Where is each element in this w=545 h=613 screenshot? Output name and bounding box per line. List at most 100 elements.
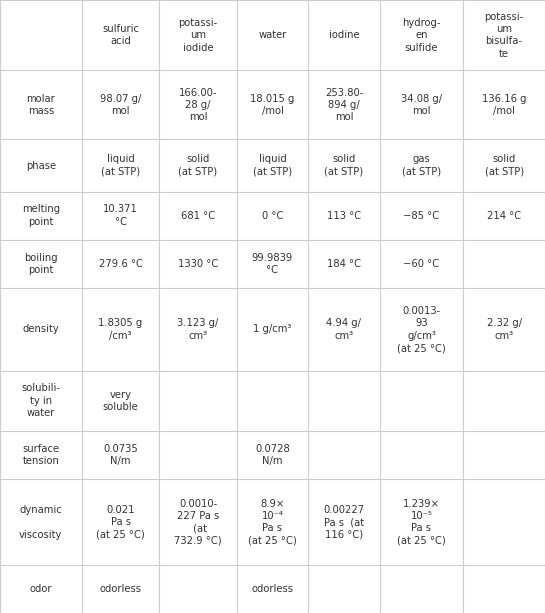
Bar [159, 140, 237, 191]
Bar [308, 479, 380, 565]
Text: 1330 °C: 1330 °C [178, 259, 218, 269]
Text: 34.08 g/
mol: 34.08 g/ mol [401, 94, 442, 116]
Text: liquid
(at STP): liquid (at STP) [101, 154, 140, 177]
Bar [380, 430, 463, 479]
Bar [82, 430, 159, 479]
Bar [159, 0, 237, 70]
Bar [0, 240, 82, 288]
Bar [380, 288, 463, 371]
Bar [380, 0, 463, 70]
Bar [237, 140, 308, 191]
Bar [463, 240, 545, 288]
Bar [82, 0, 159, 70]
Bar [0, 191, 82, 240]
Text: 136.16 g
/mol: 136.16 g /mol [482, 94, 526, 116]
Bar [380, 479, 463, 565]
Bar [237, 0, 308, 70]
Text: 166.00-
28 g/
mol: 166.00- 28 g/ mol [179, 88, 217, 123]
Bar [308, 240, 380, 288]
Text: 2.32 g/
cm³: 2.32 g/ cm³ [487, 318, 522, 341]
Bar [82, 479, 159, 565]
Text: molar
mass: molar mass [27, 94, 55, 116]
Bar [159, 240, 237, 288]
Text: 99.9839
°C: 99.9839 °C [252, 253, 293, 275]
Bar [237, 191, 308, 240]
Text: 0.0010-
227 Pa s
 (at
732.9 °C): 0.0010- 227 Pa s (at 732.9 °C) [174, 498, 222, 546]
Bar [237, 479, 308, 565]
Bar [380, 371, 463, 430]
Bar [308, 0, 380, 70]
Bar [0, 479, 82, 565]
Bar [463, 430, 545, 479]
Text: 0.0013-
93
g/cm³
(at 25 °C): 0.0013- 93 g/cm³ (at 25 °C) [397, 306, 446, 353]
Bar [237, 70, 308, 140]
Bar [380, 70, 463, 140]
Bar [237, 371, 308, 430]
Text: 113 °C: 113 °C [327, 211, 361, 221]
Bar [237, 565, 308, 613]
Bar [0, 70, 82, 140]
Bar [237, 288, 308, 371]
Text: −85 °C: −85 °C [403, 211, 439, 221]
Bar [82, 565, 159, 613]
Text: 0.0728
N/m: 0.0728 N/m [255, 444, 290, 466]
Bar [380, 565, 463, 613]
Bar [463, 70, 545, 140]
Text: solubili-
ty in
water: solubili- ty in water [21, 383, 60, 418]
Text: potassi-
um
iodide: potassi- um iodide [178, 18, 217, 53]
Text: phase: phase [26, 161, 56, 170]
Bar [82, 70, 159, 140]
Text: 10.371
°C: 10.371 °C [103, 205, 138, 227]
Text: iodine: iodine [329, 30, 359, 40]
Bar [159, 565, 237, 613]
Bar [308, 371, 380, 430]
Bar [159, 371, 237, 430]
Text: melting
point: melting point [22, 205, 60, 227]
Bar [82, 140, 159, 191]
Text: very
soluble: very soluble [102, 389, 138, 412]
Text: 98.07 g/
mol: 98.07 g/ mol [100, 94, 141, 116]
Text: 0.00227
Pa s  (at
116 °C): 0.00227 Pa s (at 116 °C) [323, 504, 365, 539]
Text: 18.015 g
/mol: 18.015 g /mol [250, 94, 295, 116]
Text: 184 °C: 184 °C [327, 259, 361, 269]
Bar [159, 70, 237, 140]
Bar [0, 371, 82, 430]
Text: 279.6 °C: 279.6 °C [99, 259, 142, 269]
Bar [463, 0, 545, 70]
Text: 681 °C: 681 °C [181, 211, 215, 221]
Text: surface
tension: surface tension [22, 444, 59, 466]
Text: 1.239×
10⁻⁵
Pa s
(at 25 °C): 1.239× 10⁻⁵ Pa s (at 25 °C) [397, 498, 446, 546]
Bar [0, 430, 82, 479]
Text: density: density [22, 324, 59, 335]
Bar [82, 371, 159, 430]
Text: 1 g/cm³: 1 g/cm³ [253, 324, 292, 335]
Bar [237, 240, 308, 288]
Text: 1.8305 g
/cm³: 1.8305 g /cm³ [99, 318, 143, 341]
Text: odorless: odorless [100, 584, 142, 594]
Bar [82, 240, 159, 288]
Bar [308, 70, 380, 140]
Text: hydrog-
en
sulfide: hydrog- en sulfide [402, 18, 441, 53]
Bar [463, 140, 545, 191]
Bar [159, 479, 237, 565]
Text: sulfuric
acid: sulfuric acid [102, 24, 139, 47]
Bar [0, 565, 82, 613]
Text: 253.80-
894 g/
mol: 253.80- 894 g/ mol [325, 88, 363, 123]
Text: 0.0735
N/m: 0.0735 N/m [103, 444, 138, 466]
Text: potassi-
um
bisulfa-
te: potassi- um bisulfa- te [485, 12, 524, 59]
Text: solid
(at STP): solid (at STP) [178, 154, 217, 177]
Text: boiling
point: boiling point [24, 253, 58, 275]
Text: solid
(at STP): solid (at STP) [324, 154, 364, 177]
Bar [159, 288, 237, 371]
Bar [463, 288, 545, 371]
Text: gas
(at STP): gas (at STP) [402, 154, 441, 177]
Bar [463, 371, 545, 430]
Text: 0.021
Pa s
(at 25 °C): 0.021 Pa s (at 25 °C) [96, 504, 145, 539]
Text: 214 °C: 214 °C [487, 211, 521, 221]
Text: dynamic

viscosity: dynamic viscosity [19, 504, 63, 539]
Bar [463, 191, 545, 240]
Bar [308, 565, 380, 613]
Bar [463, 479, 545, 565]
Text: water: water [258, 30, 287, 40]
Text: solid
(at STP): solid (at STP) [485, 154, 524, 177]
